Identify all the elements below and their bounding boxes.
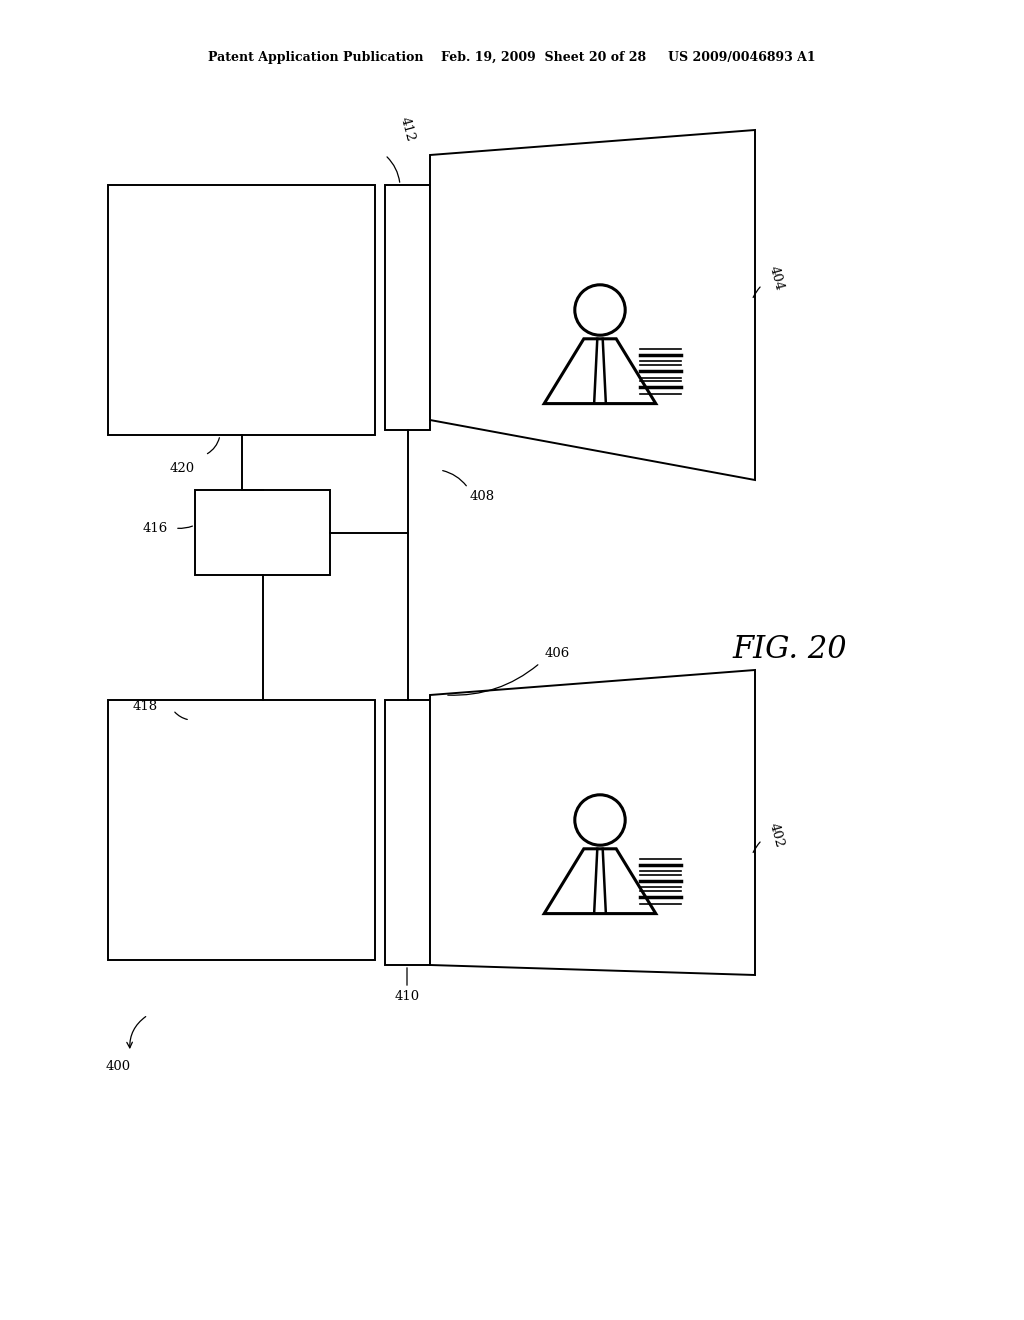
Text: 412: 412 bbox=[397, 115, 417, 143]
Text: 402: 402 bbox=[767, 821, 786, 849]
Text: 404: 404 bbox=[767, 264, 786, 292]
Text: 420: 420 bbox=[169, 462, 195, 475]
Polygon shape bbox=[430, 671, 755, 975]
Bar bbox=[108, 700, 375, 960]
Polygon shape bbox=[544, 339, 655, 404]
Text: 400: 400 bbox=[105, 1060, 131, 1073]
Text: 408: 408 bbox=[470, 490, 496, 503]
Text: 410: 410 bbox=[394, 990, 420, 1003]
Text: 418: 418 bbox=[133, 700, 158, 713]
Polygon shape bbox=[430, 129, 755, 480]
Bar bbox=[385, 185, 430, 430]
Text: FIG. 20: FIG. 20 bbox=[733, 635, 847, 665]
Text: Patent Application Publication    Feb. 19, 2009  Sheet 20 of 28     US 2009/0046: Patent Application Publication Feb. 19, … bbox=[208, 51, 816, 65]
Polygon shape bbox=[544, 849, 655, 913]
Text: 416: 416 bbox=[142, 521, 168, 535]
Bar bbox=[195, 490, 330, 576]
Text: 406: 406 bbox=[545, 647, 570, 660]
Bar bbox=[108, 185, 375, 436]
Bar bbox=[385, 700, 430, 965]
